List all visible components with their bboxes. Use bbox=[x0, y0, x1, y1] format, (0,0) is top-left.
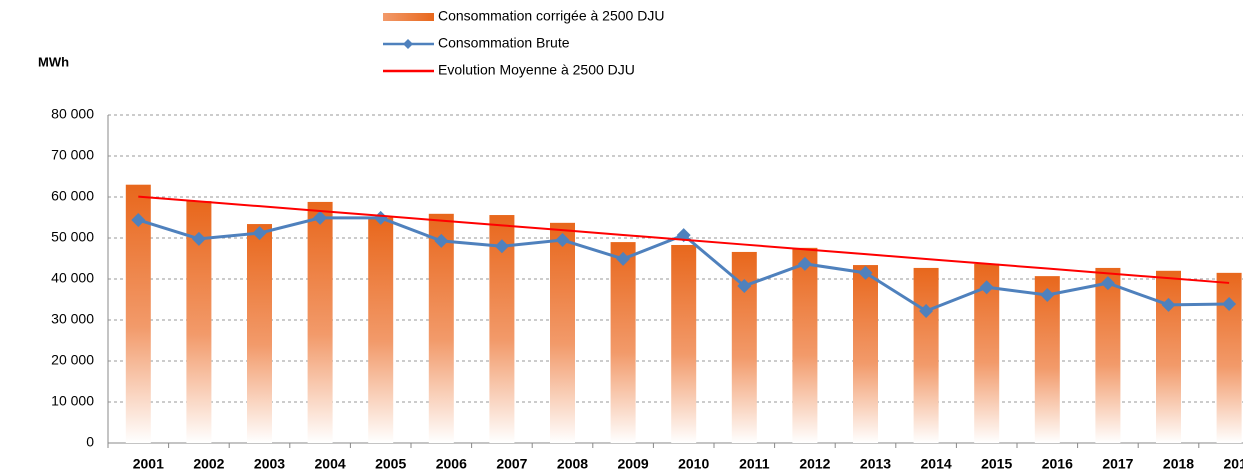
bar bbox=[1095, 267, 1121, 443]
y-axis-label: MWh bbox=[38, 54, 69, 69]
legend-label: Evolution Moyenne à 2500 DJU bbox=[438, 62, 635, 78]
y-tick-label: 80 000 bbox=[51, 106, 94, 122]
bar bbox=[853, 265, 878, 443]
x-tick-label: 2008 bbox=[557, 456, 588, 472]
x-tick-label: 2002 bbox=[193, 456, 224, 472]
y-tick-label: 30 000 bbox=[51, 311, 94, 327]
x-tick-label: 2004 bbox=[315, 456, 346, 472]
marker bbox=[858, 265, 873, 280]
marker bbox=[191, 231, 206, 246]
marker bbox=[313, 210, 328, 225]
legend-swatch bbox=[383, 13, 434, 21]
bar bbox=[247, 224, 272, 443]
marker bbox=[434, 233, 449, 248]
y-tick-label: 50 000 bbox=[51, 229, 94, 245]
marker bbox=[616, 251, 631, 266]
marker bbox=[797, 256, 812, 271]
marker bbox=[1100, 276, 1115, 291]
marker bbox=[555, 233, 570, 248]
x-tick-label: 2013 bbox=[860, 456, 891, 472]
x-tick-label: 2010 bbox=[678, 456, 709, 472]
bar bbox=[550, 222, 575, 443]
bar bbox=[307, 201, 333, 443]
x-tick-label: 2006 bbox=[436, 456, 467, 472]
y-tick-label: 10 000 bbox=[51, 393, 94, 409]
marker bbox=[1222, 297, 1237, 312]
legend-marker bbox=[403, 39, 413, 49]
bar bbox=[428, 213, 454, 443]
x-tick-label: 2016 bbox=[1042, 456, 1073, 472]
bar bbox=[610, 242, 636, 443]
marker bbox=[737, 278, 752, 293]
y-tick-label: 60 000 bbox=[51, 188, 94, 204]
marker bbox=[373, 210, 388, 225]
bar bbox=[792, 247, 818, 443]
x-tick-label: 2007 bbox=[496, 456, 527, 472]
x-tick-label: 2019 bbox=[1224, 456, 1243, 472]
marker bbox=[131, 212, 146, 227]
marker bbox=[919, 303, 934, 318]
x-tick-label: 2009 bbox=[618, 456, 649, 472]
x-tick-label: 2011 bbox=[739, 456, 770, 472]
bar bbox=[1034, 276, 1060, 443]
y-tick-label: 20 000 bbox=[51, 352, 94, 368]
legend-label: Consommation Brute bbox=[438, 35, 570, 51]
x-tick-label: 2005 bbox=[375, 456, 406, 472]
legend-label: Consommation corrigée à 2500 DJU bbox=[438, 8, 664, 24]
x-tick-label: 2018 bbox=[1163, 456, 1194, 472]
x-tick-label: 2003 bbox=[254, 456, 285, 472]
marker bbox=[494, 239, 509, 254]
x-tick-label: 2014 bbox=[921, 456, 952, 472]
y-tick-label: 70 000 bbox=[51, 147, 94, 163]
bar bbox=[913, 267, 939, 443]
marker bbox=[1040, 287, 1055, 302]
x-tick-label: 2012 bbox=[799, 456, 830, 472]
bar bbox=[1156, 270, 1181, 443]
bar bbox=[671, 244, 697, 443]
x-tick-label: 2017 bbox=[1102, 456, 1133, 472]
x-tick-label: 2001 bbox=[133, 456, 164, 472]
bar bbox=[125, 184, 151, 443]
line bbox=[138, 195, 1230, 284]
marker bbox=[979, 280, 994, 295]
marker bbox=[1161, 297, 1176, 312]
marker bbox=[252, 226, 267, 241]
y-tick-label: 0 bbox=[86, 434, 94, 450]
y-tick-label: 40 000 bbox=[51, 270, 94, 286]
x-tick-label: 2015 bbox=[981, 456, 1012, 472]
bar bbox=[368, 217, 394, 443]
